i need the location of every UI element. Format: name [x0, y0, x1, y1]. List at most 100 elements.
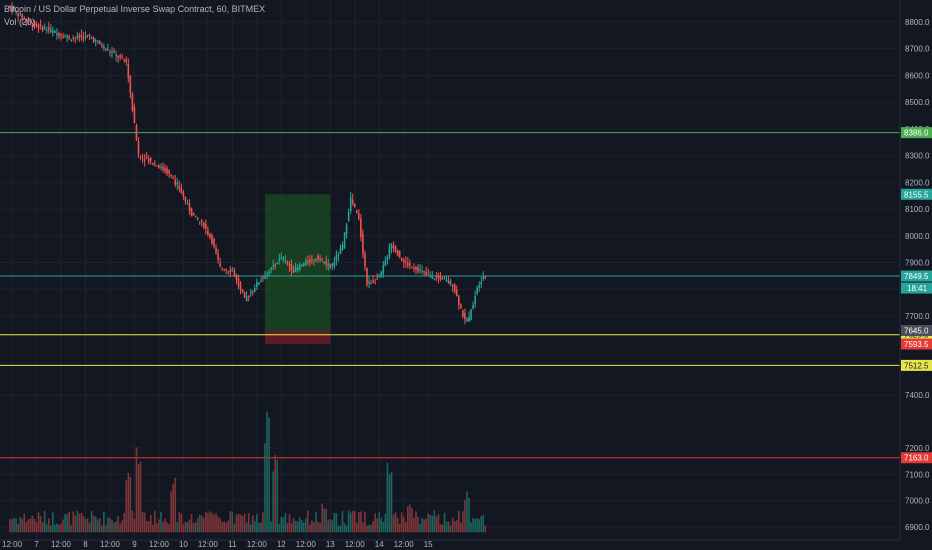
candle-body [209, 233, 211, 238]
candle-body [343, 232, 346, 248]
candle-body [178, 185, 181, 189]
candle-body [129, 75, 132, 94]
volume-bar [327, 519, 330, 533]
candle-body [84, 35, 87, 38]
candle-body [113, 50, 115, 53]
volume-bar [92, 515, 95, 533]
price-tick-label: 8100.0 [905, 205, 930, 214]
candle-body [82, 37, 85, 40]
volume-bar [229, 510, 232, 533]
volume-bar [170, 491, 172, 533]
volume-bar [425, 518, 427, 533]
volume-bar [174, 477, 177, 533]
volume-bar [335, 513, 338, 533]
price-tick-label: 8000.0 [905, 232, 930, 241]
volume-bar [245, 522, 248, 533]
volume-bar [19, 517, 21, 533]
countdown-bg [901, 282, 932, 294]
candle-body [333, 261, 336, 267]
volume-bar [188, 519, 191, 533]
volume-bar [447, 521, 450, 533]
candle-body [131, 94, 134, 111]
volume-bar [427, 513, 429, 533]
volume-bar [439, 524, 442, 533]
volume-bar [76, 510, 79, 533]
volume-legend[interactable]: Vol (20) [4, 17, 36, 27]
candle-body [90, 38, 93, 40]
price-labels: 8386.07849.57629.07512.57163.08155.57645… [901, 127, 932, 464]
candle-body [337, 254, 340, 256]
volume-bar [374, 513, 376, 533]
candle-body [229, 269, 232, 273]
volume-bar [411, 508, 413, 533]
candle-body [327, 264, 330, 267]
volume-bar [164, 518, 166, 533]
volume-bar [194, 522, 197, 533]
volume-bar [131, 510, 134, 533]
candle-body [233, 270, 236, 277]
candle-body [441, 277, 444, 279]
candle-body [347, 212, 350, 221]
candle-body [362, 233, 364, 254]
volume-bar [376, 518, 378, 533]
volume-bar [470, 522, 472, 533]
volume-bar [462, 511, 464, 533]
candle-body [211, 234, 213, 244]
candle-body [184, 196, 187, 202]
candle-body [154, 163, 156, 165]
volume-bar [152, 524, 154, 533]
candle-body [219, 263, 221, 267]
volume-bar [141, 512, 144, 533]
volume-bar [113, 522, 115, 533]
volume-bar [25, 522, 28, 533]
volume-bar [66, 514, 68, 533]
volume-bar [402, 516, 405, 533]
volume-bar [121, 520, 123, 533]
candle-body [133, 106, 136, 124]
volume-bar [480, 515, 483, 533]
candle-body [419, 269, 421, 271]
candle-body [33, 22, 36, 27]
volume-bar [460, 522, 462, 533]
volume-bar [231, 511, 234, 533]
candle-body [386, 257, 389, 260]
volume-bar [235, 514, 238, 533]
volume-bar [205, 511, 207, 533]
volume-bar [362, 522, 364, 533]
candle-body [447, 280, 450, 284]
candle-body [70, 39, 72, 41]
candle-body [325, 261, 327, 265]
volume-bar [239, 514, 242, 533]
candle-body [92, 38, 95, 42]
candle-body [39, 24, 42, 26]
candle-body [366, 268, 368, 285]
volume-bar [288, 514, 291, 533]
volume-bar [72, 511, 75, 533]
candle-body [162, 166, 164, 170]
volume-bar [184, 522, 187, 533]
candle-body [64, 36, 66, 38]
volume-bar [50, 525, 52, 533]
time-tick-label: 12:00 [247, 540, 268, 549]
candle-body [451, 284, 454, 287]
volume-bar [23, 513, 26, 533]
candle-body [88, 34, 91, 36]
volume-bar [219, 518, 221, 533]
candle-body [160, 166, 162, 168]
volume-bar [429, 514, 432, 533]
symbol-title[interactable]: Bitcoin / US Dollar Perpetual Inverse Sw… [4, 4, 266, 14]
volume-bar [300, 519, 303, 533]
candle-body [315, 259, 317, 261]
price-tick-label: 8800.0 [905, 18, 930, 27]
candle-body [313, 259, 315, 261]
volume-bar [333, 512, 336, 533]
volume-bar [409, 504, 411, 533]
candle-body [215, 247, 217, 254]
candle-body [290, 264, 293, 271]
candle-body [331, 263, 334, 267]
price-tick-label: 8700.0 [905, 45, 930, 54]
candle-body [25, 19, 28, 21]
volume-bar [147, 521, 150, 533]
